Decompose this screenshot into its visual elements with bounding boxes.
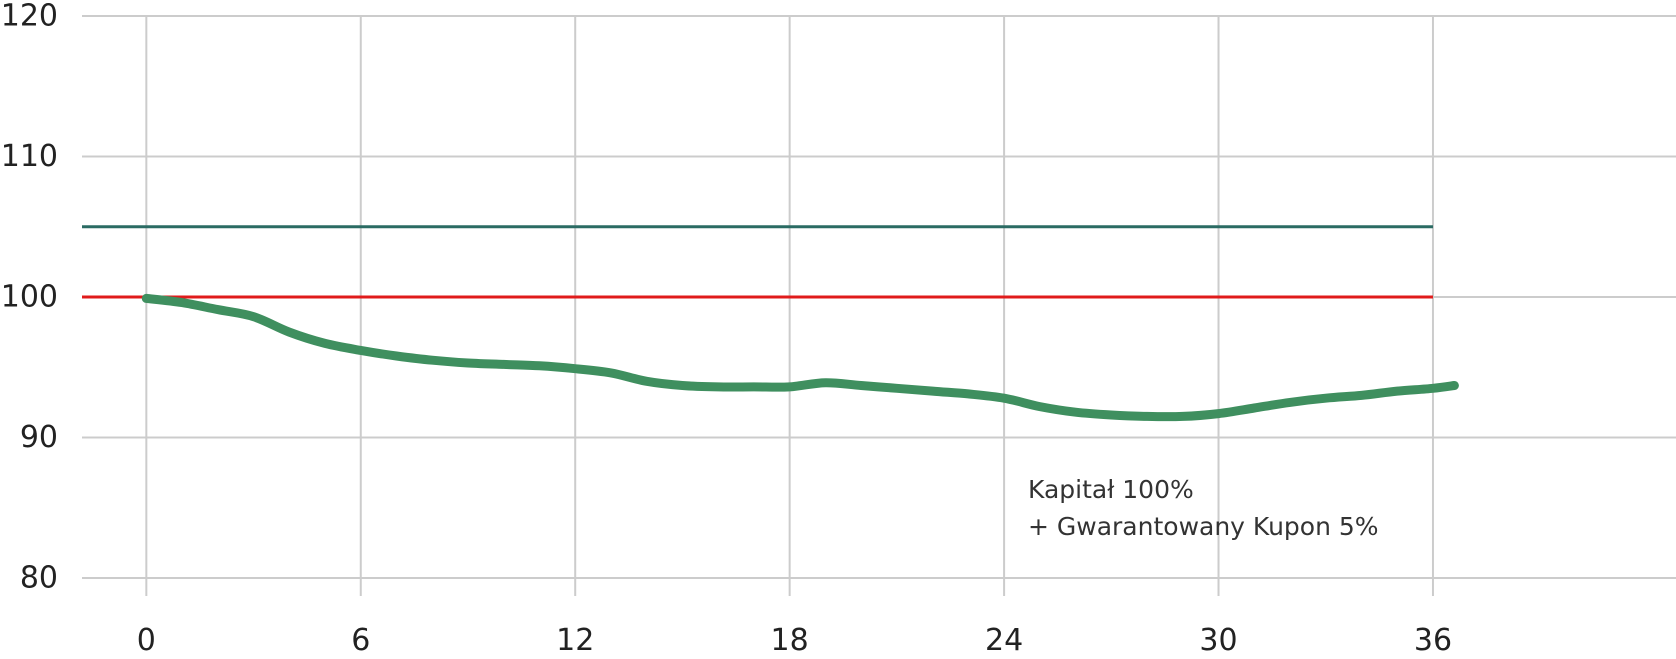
- x-tick-label-18: 18: [771, 623, 809, 658]
- vertical-gridlines: [145, 16, 1434, 596]
- y-axis-tick-labels: 80 90 100 110 120: [1, 0, 58, 596]
- x-tick-label-24: 24: [985, 623, 1023, 658]
- x-tick-label-36: 36: [1414, 623, 1452, 658]
- annotation-line-1: Kapitał 100%: [1028, 475, 1194, 504]
- y-tick-label-100: 100: [1, 280, 58, 315]
- y-tick-label-90: 90: [20, 420, 58, 455]
- x-tick-label-6: 6: [351, 623, 370, 658]
- y-tick-label-80: 80: [20, 561, 58, 596]
- x-tick-label-12: 12: [556, 623, 594, 658]
- reference-lines: [82, 225, 1433, 299]
- x-tick-label-0: 0: [137, 623, 156, 658]
- series-group: [141, 293, 1459, 422]
- x-tick-label-30: 30: [1199, 623, 1237, 658]
- y-tick-label-110: 110: [1, 139, 58, 174]
- series-line-0: [141, 293, 1459, 422]
- annotation-text: Kapitał 100% + Gwarantowany Kupon 5%: [1028, 475, 1379, 541]
- annotation-line-2: + Gwarantowany Kupon 5%: [1028, 512, 1379, 541]
- x-axis-tick-labels: 0 6 12 18 24 30 36: [137, 623, 1452, 658]
- y-tick-label-120: 120: [1, 0, 58, 34]
